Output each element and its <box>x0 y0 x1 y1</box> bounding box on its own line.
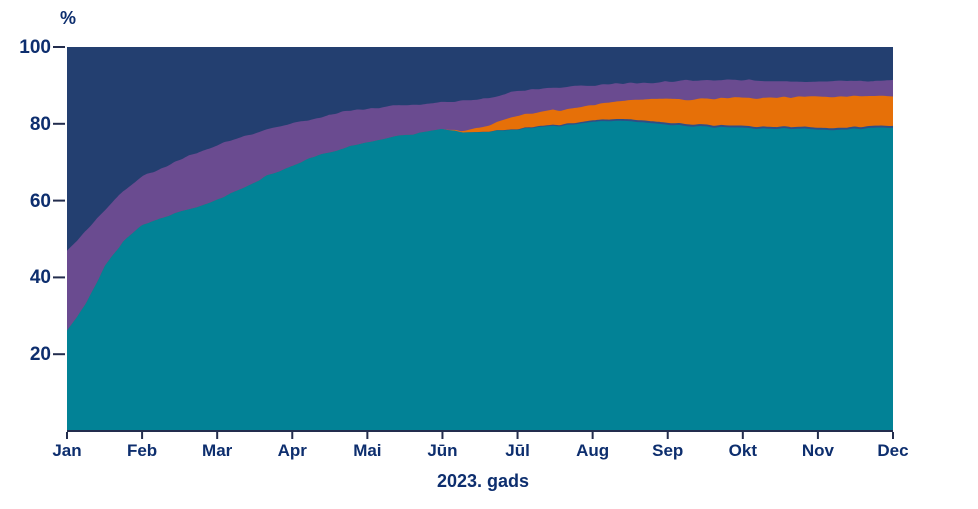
x-axis-line <box>67 430 893 432</box>
x-axis-title: 2023. gads <box>436 471 530 491</box>
x-tick-label: Sep <box>652 441 684 460</box>
y-tick-label: 40 <box>29 267 51 289</box>
y-axis-tick-mark <box>53 122 65 125</box>
x-tick-label: Apr <box>277 441 307 460</box>
x-axis-tick-mark <box>816 432 819 439</box>
x-axis-tick-mark <box>666 432 669 439</box>
x-axis-tick-mark <box>66 432 68 439</box>
y-axis-tick-mark <box>53 276 65 279</box>
y-axis-tick-mark <box>53 199 65 202</box>
x-axis-tick-mark <box>291 432 294 439</box>
x-tick-label: Feb <box>126 441 158 460</box>
y-tick-label: 100 <box>19 37 51 58</box>
x-tick-label: Nov <box>801 441 834 460</box>
x-tick-label: Dec <box>877 441 909 460</box>
x-tick-label: Aug <box>576 441 610 460</box>
teal-area-series <box>67 120 893 432</box>
x-axis-tick-mark <box>892 432 894 439</box>
x-tick-label: Mai <box>353 441 382 460</box>
x-axis-tick-mark <box>591 432 594 439</box>
y-axis-tick-mark <box>53 353 65 356</box>
y-tick-label: 60 <box>29 190 51 212</box>
x-axis-tick-mark <box>366 432 369 439</box>
x-axis-tick-mark <box>216 432 219 439</box>
y-tick-label: 20 <box>29 344 51 366</box>
x-axis-tick-mark <box>516 432 519 439</box>
x-tick-label: Mar <box>202 441 233 460</box>
y-axis-unit-label: % <box>59 8 76 28</box>
x-axis-tick-mark <box>441 432 444 439</box>
y-tick-label: 80 <box>29 113 51 135</box>
x-tick-label: Jūn <box>427 441 458 460</box>
x-axis-tick-mark <box>141 432 144 439</box>
x-tick-label: Jan <box>52 441 82 460</box>
y-axis-tick-mark <box>53 46 65 48</box>
x-tick-label: Okt <box>728 441 757 460</box>
x-axis-tick-mark <box>741 432 744 439</box>
x-tick-label: Jūl <box>505 441 530 460</box>
